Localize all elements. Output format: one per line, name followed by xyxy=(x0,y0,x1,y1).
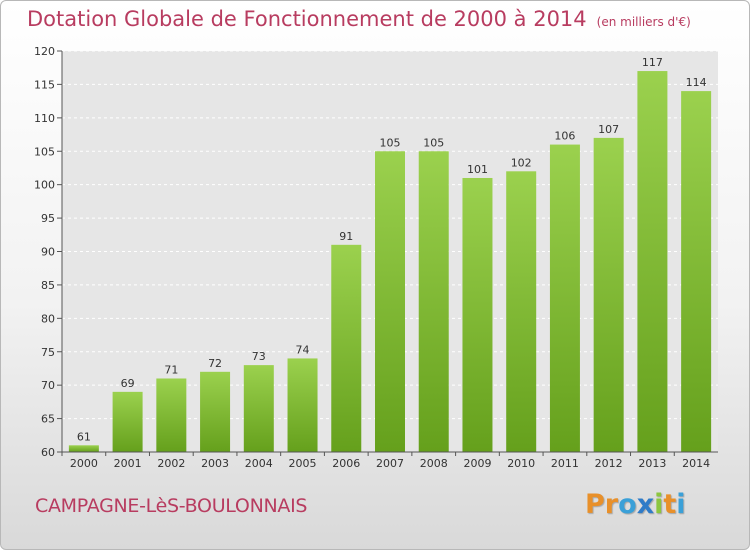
logo-letter: i xyxy=(654,489,664,520)
bar-value-label: 114 xyxy=(686,76,707,89)
x-tick-label: 2005 xyxy=(289,457,317,470)
logo-letter: x xyxy=(636,489,655,520)
bar-value-label: 61 xyxy=(77,430,91,443)
y-tick-label: 100 xyxy=(34,179,55,192)
x-tick-label: 2006 xyxy=(332,457,360,470)
y-tick-label: 85 xyxy=(41,279,55,292)
chart-title: Dotation Globale de Fonctionnement de 20… xyxy=(27,7,691,31)
bar-value-label: 106 xyxy=(554,130,575,143)
bar-2006[interactable] xyxy=(331,244,362,452)
y-tick-label: 120 xyxy=(34,45,55,58)
x-tick-label: 2002 xyxy=(157,457,185,470)
chart-subtitle: (en milliers d'€) xyxy=(596,15,691,29)
x-tick-label: 2014 xyxy=(682,457,710,470)
bars: 61 69 71 72 73 74 91 105 105 101 102 106 107 117 114 xyxy=(68,56,712,453)
x-tick-label: 2003 xyxy=(201,457,229,470)
bar-2013[interactable] xyxy=(637,71,668,453)
y-tick-label: 115 xyxy=(34,78,55,91)
y-tick-label: 75 xyxy=(41,346,55,359)
bar-2002[interactable] xyxy=(156,378,187,452)
y-tick-label: 90 xyxy=(41,246,55,259)
bar-2005[interactable] xyxy=(287,358,318,452)
bar-value-label: 105 xyxy=(423,136,444,149)
logo-letter: P xyxy=(585,489,605,520)
y-tick-label: 65 xyxy=(41,413,55,426)
bar-2009[interactable] xyxy=(462,177,493,452)
y-tick-label: 80 xyxy=(41,312,55,325)
bar-value-label: 72 xyxy=(208,357,222,370)
bar-value-label: 101 xyxy=(467,163,488,176)
y-tick-label: 95 xyxy=(41,212,55,225)
commune-name: CAMPAGNE-LèS-BOULONNAIS xyxy=(35,495,308,517)
bar-2011[interactable] xyxy=(549,144,580,453)
bar-value-label: 105 xyxy=(380,136,401,149)
bar-value-label: 74 xyxy=(296,343,310,356)
bar-2000[interactable] xyxy=(68,445,99,452)
x-tick-label: 2007 xyxy=(376,457,404,470)
logo-letter: o xyxy=(618,489,637,520)
bar-2008[interactable] xyxy=(418,151,449,452)
x-tick-label: 2012 xyxy=(595,457,623,470)
logo-letter: r xyxy=(604,489,619,520)
y-tick-label: 105 xyxy=(34,145,55,158)
bar-value-label: 71 xyxy=(164,363,178,376)
logo-letter: i xyxy=(676,489,686,520)
bar-2007[interactable] xyxy=(375,151,405,452)
x-tick-label: 2010 xyxy=(507,457,535,470)
x-tick-label: 2000 xyxy=(70,457,98,470)
bar-2010[interactable] xyxy=(506,171,537,453)
y-tick-label: 110 xyxy=(34,112,55,125)
logo-letter: t xyxy=(663,489,677,520)
bar-2003[interactable] xyxy=(200,371,231,452)
y-axis: 60 65 70 75 80 85 90 95 100 105 110 115 120 xyxy=(34,45,63,459)
bar-value-label: 69 xyxy=(121,377,135,390)
bar-2001[interactable] xyxy=(112,391,143,452)
bar-value-label: 91 xyxy=(339,230,353,243)
x-tick-label: 2013 xyxy=(638,457,666,470)
bar-value-label: 117 xyxy=(642,56,663,69)
bar-2012[interactable] xyxy=(593,137,624,452)
x-tick-label: 2009 xyxy=(463,457,491,470)
bar-2004[interactable] xyxy=(243,365,274,452)
chart-title-text: Dotation Globale de Fonctionnement de 20… xyxy=(27,7,587,31)
proxiti-logo[interactable]: Proxiti xyxy=(585,489,686,520)
x-tick-label: 2004 xyxy=(245,457,273,470)
x-tick-label: 2008 xyxy=(420,457,448,470)
bar-value-label: 107 xyxy=(598,123,619,136)
x-tick-label: 2001 xyxy=(114,457,142,470)
y-tick-label: 60 xyxy=(41,446,55,459)
bar-value-label: 102 xyxy=(511,156,532,169)
y-tick-label: 70 xyxy=(41,379,55,392)
x-axis: 2000 2001 2002 2003 2004 2005 2006 2007 2008 2009… xyxy=(61,451,718,470)
bar-2014[interactable] xyxy=(681,91,712,452)
x-tick-label: 2011 xyxy=(551,457,579,470)
bar-value-label: 73 xyxy=(252,350,266,363)
